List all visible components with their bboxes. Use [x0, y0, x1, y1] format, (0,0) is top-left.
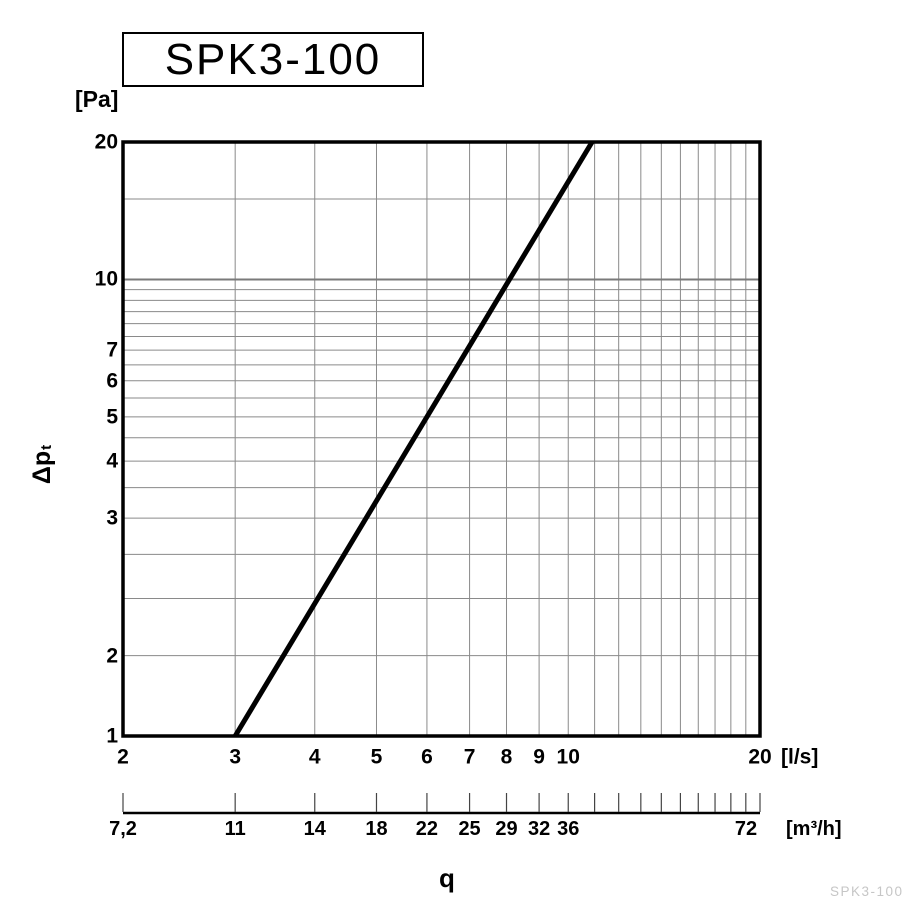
secondary-tick-label: 32: [527, 818, 551, 840]
secondary-tick-label: 7,2: [109, 818, 137, 840]
x-tick-label: 20: [748, 745, 772, 769]
x-axis-unit-secondary: [m³/h]: [786, 818, 842, 840]
secondary-tick-label: 25: [458, 818, 481, 840]
y-tick-label: 5: [106, 405, 118, 429]
y-tick-label: 2: [106, 644, 118, 668]
product-title: SPK3-100: [164, 34, 382, 84]
y-axis-title-main: Δp: [27, 450, 56, 485]
y-tick-label: 3: [106, 506, 118, 530]
x-tick-label: 5: [370, 745, 383, 769]
y-tick-label: 7: [106, 338, 118, 362]
y-tick-label: 6: [106, 369, 118, 393]
x-tick-label: 8: [500, 745, 513, 769]
x-tick-label: 6: [421, 745, 433, 769]
secondary-tick-label: 36: [557, 818, 580, 840]
chart-frame: [121, 140, 762, 738]
x-tick-label: 9: [533, 745, 545, 769]
y-tick-label: 4: [106, 449, 118, 473]
x-axis-unit-primary: [l/s]: [781, 745, 819, 769]
x-tick-label: 7: [463, 745, 476, 769]
secondary-tick-label: 72: [734, 818, 758, 840]
product-title-box: SPK3-100: [122, 32, 424, 87]
y-axis-title-sub: t: [37, 444, 55, 450]
secondary-tick-label: 11: [224, 818, 246, 840]
y-axis-title: Δp t: [26, 425, 58, 505]
pressure-drop-curve: [233, 140, 595, 738]
y-tick-label: 1: [106, 724, 118, 748]
x-tick-label: 4: [308, 745, 321, 769]
secondary-tick-label: 29: [495, 818, 518, 840]
x-axis-title: q: [439, 863, 455, 893]
secondary-tick-label: 14: [303, 818, 326, 840]
secondary-tick-label: 22: [415, 818, 439, 840]
x-tick-label: 10: [556, 745, 580, 769]
y-tick-label: 20: [94, 130, 118, 154]
y-tick-label: 10: [94, 267, 118, 291]
y-axis-unit: [Pa]: [75, 86, 119, 112]
secondary-tick-label: 18: [365, 818, 388, 840]
x-tick-label: 3: [229, 745, 241, 769]
watermark: SPK3-100: [830, 884, 904, 899]
x-tick-label: 2: [117, 745, 129, 769]
